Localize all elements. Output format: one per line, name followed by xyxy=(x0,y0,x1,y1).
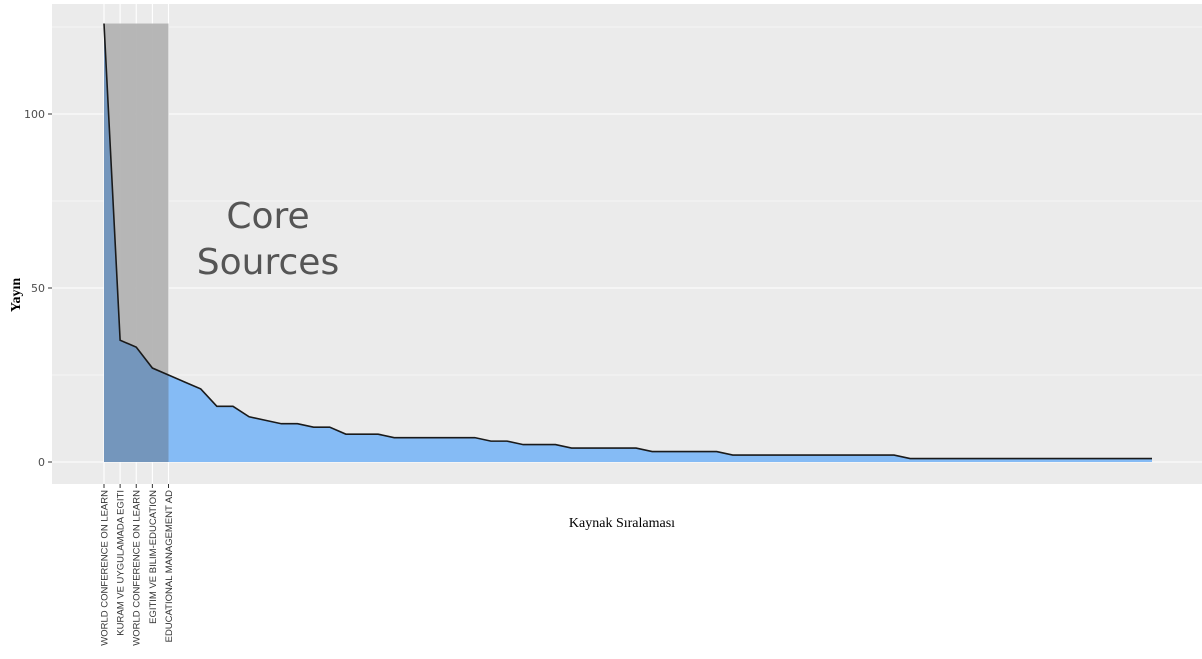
data-area xyxy=(103,23,1152,463)
axis-ticks: 0 50 100 WORLD CONFERENCE ON LEARN KURAM VE … xyxy=(24,108,175,646)
x-category-label: EDUCATIONAL MANAGEMENT AD xyxy=(164,490,175,643)
x-category-label: WORLD CONFERENCE ON LEARN xyxy=(100,490,111,646)
core-sources-annotation: Core Sources xyxy=(197,196,339,283)
y-tick-label: 50 xyxy=(31,282,45,295)
x-category-label: WORLD CONFERENCE ON LEARN xyxy=(132,490,143,646)
publications-area xyxy=(104,23,1152,463)
x-category-label: EGITIM VE BILIM-EDUCATION xyxy=(148,490,159,624)
plot-panel xyxy=(52,4,1202,484)
y-axis-title: Yayın xyxy=(9,278,24,312)
x-category-label: KURAM VE UYGULAMADA EGITI xyxy=(116,490,127,636)
x-axis-title: Kaynak Sıralaması xyxy=(569,516,675,531)
y-tick-label: 100 xyxy=(24,108,45,121)
y-tick-label: 0 xyxy=(38,456,45,469)
core-sources-area xyxy=(104,23,169,463)
publications-line xyxy=(103,23,1152,460)
